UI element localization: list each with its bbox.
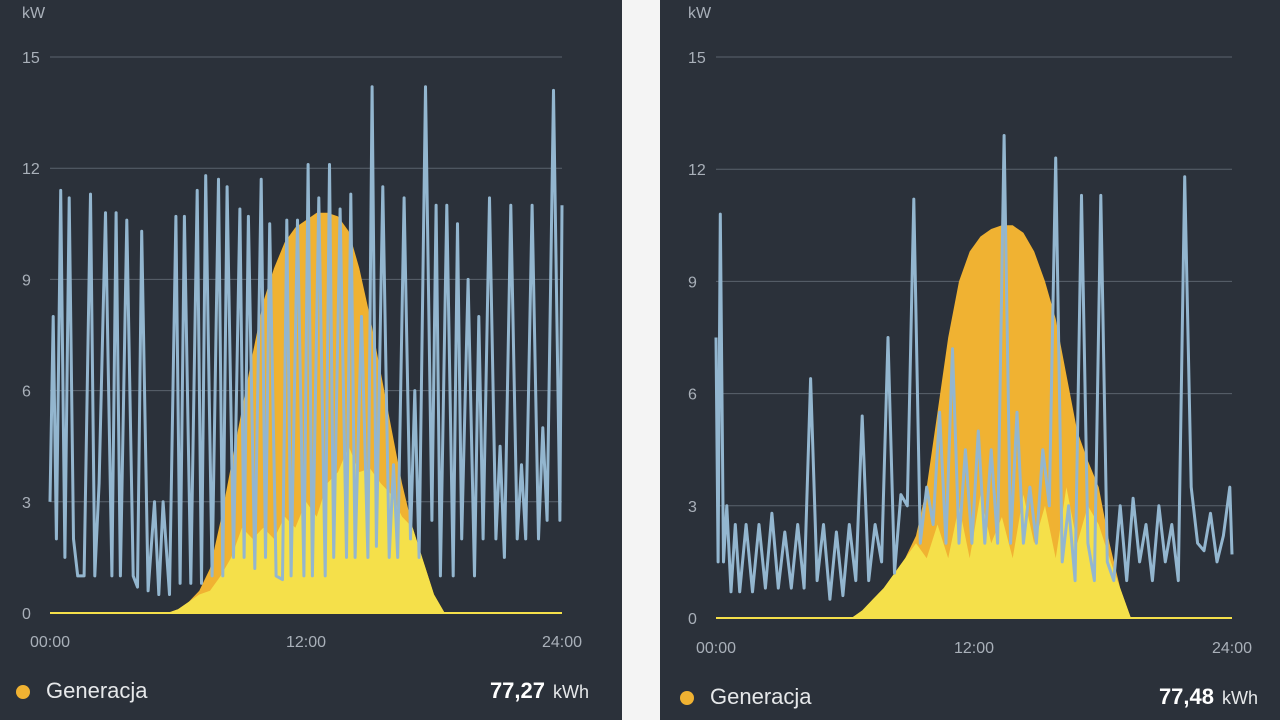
legend-label-generation: Generacja	[710, 684, 812, 710]
y-axis-unit: kW	[22, 5, 46, 22]
legend-item-generation[interactable]: Generacja	[680, 684, 812, 710]
x-tick-label: 12:00	[954, 640, 994, 657]
generation-total: 77,27	[490, 678, 545, 703]
power-chart-right: kW 0 3 6 9 12 15 00:00 12:00 24:00	[660, 0, 1280, 720]
x-tick-label: 12:00	[286, 634, 326, 651]
generation-total: 77,48	[1159, 684, 1214, 709]
legend-dot-generation	[16, 685, 30, 699]
y-tick-label: 9	[22, 272, 31, 289]
y-tick-label: 12	[22, 161, 40, 178]
y-tick-label: 0	[688, 611, 697, 628]
generation-unit: kWh	[1222, 688, 1258, 708]
y-tick-label: 3	[688, 499, 697, 516]
legend-value-generation: 77,27 kWh	[490, 678, 589, 704]
generation-unit: kWh	[553, 682, 589, 702]
legend-dot-generation	[680, 691, 694, 705]
y-tick-label: 0	[22, 606, 31, 623]
y-tick-label: 15	[22, 50, 40, 67]
y-axis-unit: kW	[688, 5, 712, 22]
y-tick-label: 6	[22, 384, 31, 401]
y-tick-label: 15	[688, 50, 706, 67]
x-tick-label: 00:00	[696, 640, 736, 657]
x-tick-label: 24:00	[1212, 640, 1252, 657]
power-chart-left: kW 0 3 6 9 12 15 00:00 12:00 24:00	[0, 0, 622, 720]
legend-item-generation[interactable]: Generacja	[16, 678, 148, 704]
chart-panel-left: kW 0 3 6 9 12 15 00:00 12:00 24:00 Generacja 77,2…	[0, 0, 622, 720]
y-tick-label: 12	[688, 162, 706, 179]
y-tick-label: 3	[22, 495, 31, 512]
legend-label-generation: Generacja	[46, 678, 148, 704]
y-tick-label: 9	[688, 274, 697, 291]
x-tick-label: 24:00	[542, 634, 582, 651]
chart-panel-right: kW 0 3 6 9 12 15 00:00 12:00 24:00 Generacja 77,4…	[660, 0, 1280, 720]
y-tick-label: 6	[688, 387, 697, 404]
x-tick-label: 00:00	[30, 634, 70, 651]
legend-value-generation: 77,48 kWh	[1159, 684, 1258, 710]
